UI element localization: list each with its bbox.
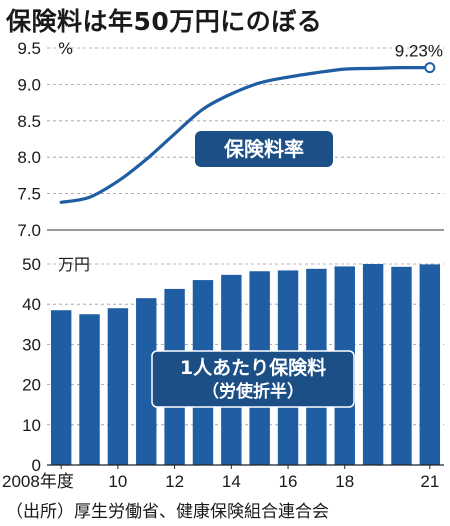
bar-y-tick-label: 10 [22,416,41,435]
line-y-tick-label: 8.5 [17,112,41,131]
rate-series-line [59,66,432,204]
x-tick-label: 18 [335,472,354,491]
premium-series-label: 1人あたり保険料 [180,356,326,379]
x-tick-label: 10 [108,472,127,491]
bar-y-tick-label: 50 [22,255,41,274]
x-tick-label: 16 [279,472,298,491]
premium-bar [362,264,384,465]
premium-bar [107,308,129,465]
premium-bar [50,310,72,465]
line-y-tick-label: 9.0 [17,75,41,94]
x-tick-label: 12 [165,472,184,491]
bar-unit-label: 万円 [58,255,90,274]
line-y-tick-label: 8.0 [17,148,41,167]
x-tick-label: 2008年度 [2,472,74,491]
line-unit-label: % [58,39,73,58]
rate-series-label: 保険料率 [223,137,304,161]
bar-y-tick-label: 30 [22,335,41,354]
rate-label-box [195,131,333,167]
premium-bar [79,314,100,465]
bar-y-tick-label: 0 [32,456,41,475]
premium-series-sublabel: （労使折半） [202,381,304,402]
premium-label-box [151,350,355,408]
premium-bar-panel: 0 10 20 30 40 50 万円 1人あたり保険料（労使折半） [22,255,444,475]
x-tick-label: 21 [420,472,439,491]
rate-line-panel: 7.0 7.5 8.0 8.5 9.0 9.5% 9.23% 保険料率 [17,39,444,240]
x-axis: 2008年度 10 12 14 16 18 21 [2,465,439,491]
chart-title: 保険料は年50万円にのぼる [6,7,323,36]
premium-bar [391,266,412,465]
line-y-tick-label: 9.5 [17,39,41,58]
source-note: （出所）厚生労働省、健康保険組合連合会 [6,502,329,522]
x-tick-label: 14 [222,472,241,491]
premium-bar [419,264,441,465]
rate-end-label: 9.23% [395,42,443,61]
rate-end-marker [424,62,436,74]
bar-y-tick-label: 20 [22,376,41,395]
line-y-tick-label: 7.5 [17,185,41,204]
premium-bar [136,298,157,465]
line-y-tick-label: 7.0 [17,221,41,240]
bar-y-tick-label: 40 [22,295,41,314]
